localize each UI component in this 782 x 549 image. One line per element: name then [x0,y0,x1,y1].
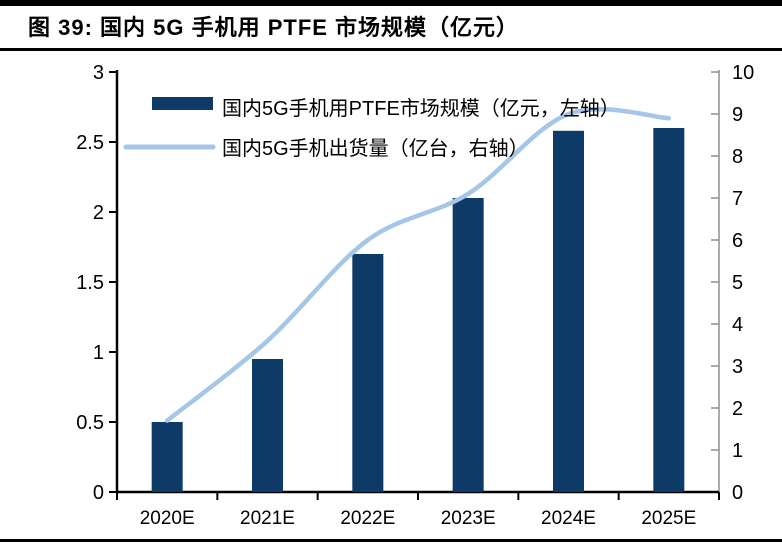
title-rule [0,48,782,51]
y-axis-left-label: 2.5 [76,132,104,154]
y-axis-right-label: 4 [732,314,743,336]
top-rule [0,0,782,6]
x-axis-label-2023E: 2023E [441,508,496,529]
y-axis-left-label: 2 [93,202,104,224]
x-axis-label-2021E: 2021E [240,508,295,529]
bottom-rule [0,539,782,542]
y-axis-left-label: 0 [93,482,104,504]
y-axis-right-label: 3 [732,356,743,378]
legend-bar-label: 国内5G手机用PTFE市场规模（亿元，左轴） [222,97,620,120]
legend-bar-swatch [152,97,213,110]
legend-line-label: 国内5G手机出货量（亿台，右轴） [222,137,529,160]
y-axis-left-label: 0.5 [76,412,104,434]
bar-2021E [252,359,283,492]
y-axis-left-label: 3 [93,62,104,84]
bar-2024E [553,130,584,493]
y-axis-right-label: 10 [732,62,754,84]
bar-2020E [151,422,183,492]
y-axis-left-label: 1.5 [76,272,104,294]
y-axis-left-label: 1 [93,342,104,364]
y-axis-right-label: 1 [732,440,743,462]
y-axis-right-label: 5 [732,272,743,294]
bar-2022E [352,254,384,492]
figure-title: 图 39: 国内 5G 手机用 PTFE 市场规模（亿元） [28,15,520,40]
y-axis-right-label: 2 [732,398,743,420]
x-axis-label-2024E: 2024E [541,508,596,529]
bar-2025E [653,128,685,492]
x-axis-label-2020E: 2020E [140,508,195,529]
y-axis-right-label: 8 [732,146,743,168]
y-axis-right-label: 6 [732,230,743,252]
y-axis-right-label: 7 [732,188,743,210]
bar-2023E [452,198,484,492]
x-axis-label-2022E: 2022E [340,508,395,529]
shipment-line [164,106,672,423]
y-axis-right-label: 9 [732,104,743,126]
x-axis-label-2025E: 2025E [641,508,696,529]
y-axis-right-label: 0 [732,482,743,504]
